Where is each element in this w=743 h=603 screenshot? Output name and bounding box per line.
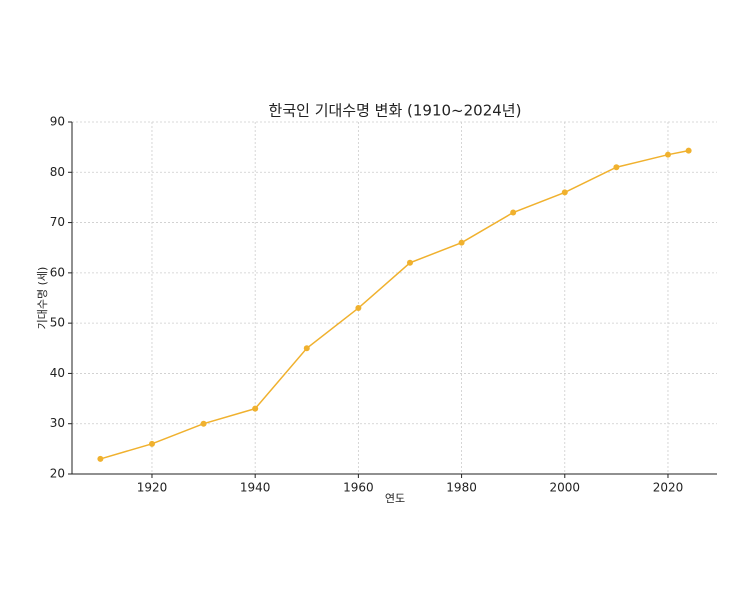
y-tick-label: 20 bbox=[50, 467, 65, 481]
y-tick-label: 70 bbox=[50, 215, 65, 229]
data-point bbox=[406, 259, 413, 266]
x-tick-label: 2000 bbox=[550, 481, 581, 495]
x-tick-label: 1980 bbox=[446, 481, 477, 495]
x-tick-label: 1940 bbox=[240, 481, 271, 495]
y-tick-label: 80 bbox=[50, 165, 65, 179]
data-point bbox=[355, 305, 362, 312]
data-line bbox=[100, 149, 689, 460]
y-tick-label: 50 bbox=[50, 316, 65, 330]
y-tick-label: 40 bbox=[50, 366, 65, 380]
data-point bbox=[561, 189, 568, 196]
data-point bbox=[685, 147, 692, 154]
x-tick-label: 2020 bbox=[653, 481, 684, 495]
y-tick-label: 30 bbox=[50, 416, 65, 430]
y-axis-label: 기대수명 (세) bbox=[36, 267, 49, 330]
data-point bbox=[200, 420, 207, 427]
y-tick-label: 90 bbox=[50, 115, 65, 129]
data-point bbox=[303, 345, 310, 352]
data-point bbox=[97, 455, 104, 462]
data-point bbox=[613, 164, 620, 171]
x-tick-label: 1920 bbox=[137, 481, 168, 495]
data-point bbox=[510, 209, 517, 216]
data-point bbox=[252, 405, 259, 412]
x-axis-label: 연도 bbox=[385, 492, 405, 505]
y-tick-label: 60 bbox=[50, 265, 65, 279]
x-tick-label: 1960 bbox=[343, 481, 374, 495]
data-point bbox=[664, 151, 671, 158]
data-point bbox=[458, 239, 465, 246]
chart-title: 한국인 기대수명 변화 (1910~2024년) bbox=[269, 102, 522, 120]
data-point bbox=[148, 440, 155, 447]
